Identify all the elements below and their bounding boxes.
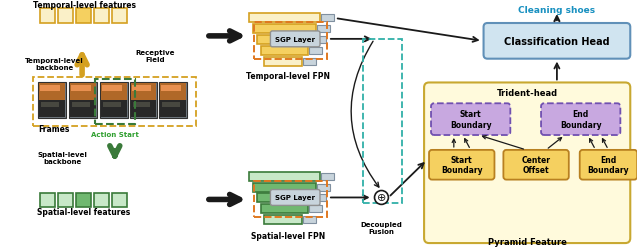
Bar xyxy=(40,101,65,118)
Bar xyxy=(112,9,127,24)
Bar xyxy=(101,101,127,118)
FancyBboxPatch shape xyxy=(271,32,320,48)
Bar xyxy=(260,46,308,56)
Bar xyxy=(159,83,187,119)
Text: Classification Head: Classification Head xyxy=(504,37,610,47)
Text: Trident-head: Trident-head xyxy=(497,88,557,98)
Text: Spatial-level FPN: Spatial-level FPN xyxy=(251,231,325,240)
Text: Spatial-level
backbone: Spatial-level backbone xyxy=(37,152,87,165)
Bar xyxy=(70,84,96,101)
FancyBboxPatch shape xyxy=(580,150,637,180)
Bar xyxy=(253,25,316,34)
Text: End
Boundary: End Boundary xyxy=(560,110,602,129)
Bar xyxy=(161,86,181,92)
Bar xyxy=(76,193,91,208)
Bar xyxy=(161,84,186,101)
Bar xyxy=(76,9,91,24)
Bar xyxy=(72,103,90,108)
Bar xyxy=(101,84,127,101)
Bar xyxy=(131,101,156,118)
Bar xyxy=(313,195,326,202)
FancyBboxPatch shape xyxy=(271,190,320,206)
Bar xyxy=(321,15,334,22)
Bar xyxy=(253,23,327,60)
Text: Temporal-level FPN: Temporal-level FPN xyxy=(246,72,330,81)
FancyBboxPatch shape xyxy=(484,24,630,60)
Bar xyxy=(33,77,196,126)
Bar xyxy=(321,173,334,180)
Bar xyxy=(303,216,316,223)
Circle shape xyxy=(374,191,388,204)
Bar xyxy=(317,184,330,191)
Bar xyxy=(163,103,180,108)
Bar xyxy=(248,14,320,23)
Bar xyxy=(313,37,326,44)
Text: Temporal-level features: Temporal-level features xyxy=(33,1,136,10)
Bar xyxy=(257,36,312,45)
FancyBboxPatch shape xyxy=(429,150,495,180)
Text: Temporal-level
backbone: Temporal-level backbone xyxy=(25,58,84,71)
Text: Cleaning shoes: Cleaning shoes xyxy=(518,6,595,15)
Bar xyxy=(40,84,65,101)
Bar xyxy=(130,83,157,119)
Bar xyxy=(260,204,308,214)
Text: SGP Layer: SGP Layer xyxy=(275,195,316,201)
Text: Pyramid Feature: Pyramid Feature xyxy=(488,237,566,246)
Bar xyxy=(264,216,302,224)
Bar xyxy=(264,58,302,66)
FancyBboxPatch shape xyxy=(504,150,569,180)
Bar xyxy=(248,172,320,181)
Bar xyxy=(40,9,55,24)
Text: SGP Layer: SGP Layer xyxy=(275,37,316,43)
Bar xyxy=(94,9,109,24)
Bar xyxy=(303,58,316,65)
Text: Center
Offset: Center Offset xyxy=(522,156,550,175)
FancyBboxPatch shape xyxy=(424,83,630,243)
Text: Start
Boundary: Start Boundary xyxy=(441,156,483,175)
Bar xyxy=(94,193,109,208)
Bar xyxy=(131,84,156,101)
Bar xyxy=(40,193,55,208)
Bar xyxy=(103,103,121,108)
Bar xyxy=(40,86,60,92)
Bar xyxy=(102,86,122,92)
Text: Decoupled
Fusion: Decoupled Fusion xyxy=(360,221,403,234)
Bar xyxy=(253,181,327,218)
Bar xyxy=(42,103,60,108)
Bar xyxy=(112,193,127,208)
Bar xyxy=(95,79,134,124)
Bar xyxy=(58,193,73,208)
Bar xyxy=(100,83,128,119)
Text: End
Boundary: End Boundary xyxy=(588,156,629,175)
Bar xyxy=(161,101,186,118)
Bar xyxy=(71,86,91,92)
Bar xyxy=(257,194,312,202)
Text: Action Start: Action Start xyxy=(91,132,139,138)
Text: ⊕: ⊕ xyxy=(377,193,386,203)
Text: Start
Boundary: Start Boundary xyxy=(450,110,492,129)
Text: Receptive
Field: Receptive Field xyxy=(136,50,175,63)
FancyBboxPatch shape xyxy=(541,104,620,136)
Bar xyxy=(69,83,97,119)
Bar xyxy=(309,48,322,54)
Bar xyxy=(253,183,316,192)
Bar xyxy=(132,86,152,92)
Text: Frames: Frames xyxy=(38,124,70,133)
Text: Spatial-level features: Spatial-level features xyxy=(38,207,131,216)
Bar xyxy=(317,26,330,33)
Bar xyxy=(38,83,66,119)
Bar xyxy=(70,101,96,118)
Bar xyxy=(58,9,73,24)
Bar xyxy=(132,103,150,108)
Bar xyxy=(309,206,322,212)
Bar xyxy=(363,40,403,203)
FancyBboxPatch shape xyxy=(431,104,510,136)
